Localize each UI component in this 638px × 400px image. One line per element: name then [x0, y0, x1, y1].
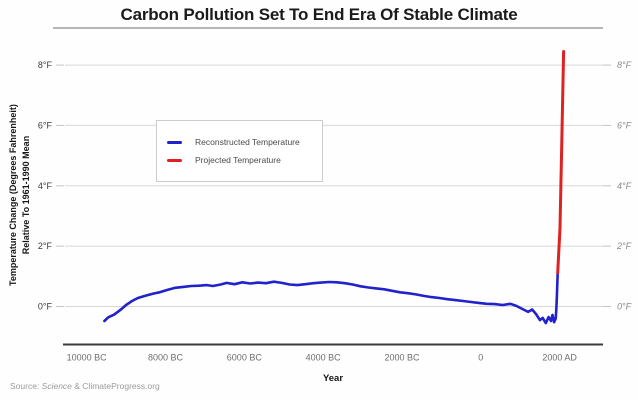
title-underline [53, 27, 603, 29]
source-suffix: & ClimateProgress.org [71, 381, 160, 391]
x-tick-label: 10000 BC [67, 353, 108, 363]
y-axis-title: Temperature Change (Degrees Fahrenheit) … [7, 50, 33, 340]
x-axis-title: Year [322, 373, 344, 384]
y-tick-label-left: 2°F [38, 241, 53, 251]
chart-title: Carbon Pollution Set To End Era Of Stabl… [120, 5, 518, 24]
legend-item-projected: Projected Temperature [167, 155, 322, 165]
legend-swatch-reconstructed-icon [167, 140, 182, 144]
y-tick-label-left: 4°F [38, 181, 53, 191]
y-tick-label-left: 6°F [38, 120, 53, 130]
x-tick-label: 8000 BC [148, 353, 184, 363]
y-tick-label-left: 0°F [38, 301, 53, 311]
legend-label-reconstructed: Reconstructed Temperature [195, 137, 300, 147]
y-axis-title-line1: Temperature Change (Degrees Fahrenheit) [8, 104, 18, 286]
source-prefix: Source: [10, 381, 42, 391]
y-tick-label-right: 4°F [617, 181, 632, 191]
legend-item-reconstructed: Reconstructed Temperature [167, 137, 322, 147]
x-tick-label: 4000 BC [306, 353, 342, 363]
legend-swatch-projected-icon [167, 158, 182, 162]
series-reconstructed-line [103, 271, 559, 325]
x-tick-label: 6000 BC [227, 353, 263, 363]
legend-label-projected: Projected Temperature [195, 155, 281, 165]
x-tick-label: 0 [478, 353, 483, 363]
y-axis-title-line2: Relative To 1961-1990 Mean [21, 135, 31, 255]
y-tick-label-right: 0°F [617, 301, 632, 311]
x-tick-label: 2000 AD [542, 353, 577, 363]
y-tick-label-right: 2°F [616, 241, 632, 251]
source-attribution: Source: Science & ClimateProgress.org [10, 381, 160, 391]
x-tick-label: 2000 BC [384, 353, 420, 363]
y-tick-label-right: 8°F [617, 60, 632, 70]
source-journal: Science [41, 381, 72, 391]
series-projected-line [556, 50, 566, 275]
y-tick-label-right: 6°F [617, 120, 632, 130]
y-tick-label-left: 8°F [38, 60, 53, 70]
legend: Reconstructed Temperature Projected Temp… [156, 120, 323, 182]
